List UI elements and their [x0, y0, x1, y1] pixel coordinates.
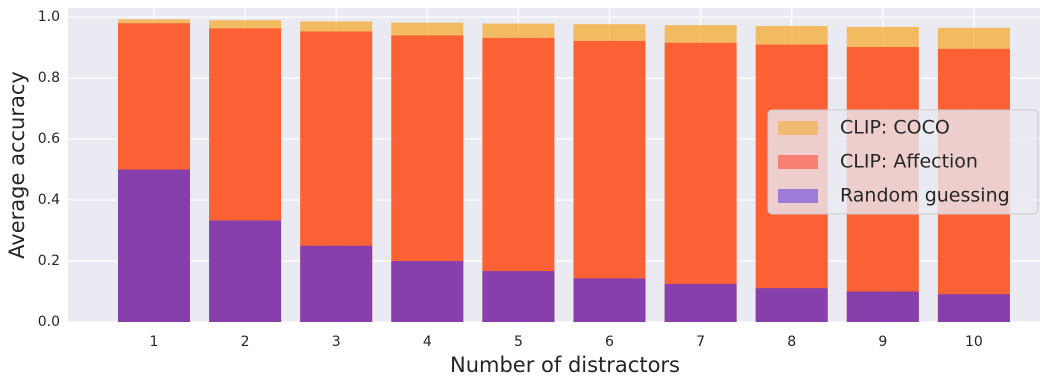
y-tick-label: 0.2 [38, 253, 60, 269]
bar [937, 294, 1010, 322]
x-tick-label: 2 [241, 334, 250, 350]
y-tick-label: 1.0 [38, 9, 60, 25]
legend-box [767, 109, 1039, 215]
y-tick-label: 0.8 [38, 70, 60, 86]
bar [573, 40, 646, 323]
x-axis-label: Number of distractors [450, 353, 680, 377]
bar [482, 271, 555, 322]
y-tick-label: 0.4 [38, 192, 60, 208]
x-tick-label: 4 [423, 334, 432, 350]
legend-swatch [778, 121, 818, 135]
bar [664, 283, 737, 322]
bar [209, 220, 282, 322]
x-tick-label: 5 [514, 334, 523, 350]
y-tick-label: 0.6 [38, 131, 60, 147]
x-tick-label: 8 [787, 334, 796, 350]
legend-label: CLIP: Affection [840, 151, 978, 173]
bar [755, 288, 828, 322]
bar [391, 261, 464, 322]
x-tick-label: 1 [150, 334, 159, 350]
y-tick-label: 0.0 [38, 314, 60, 330]
bar [573, 278, 646, 322]
x-tick-label: 3 [332, 334, 341, 350]
x-tick-label: 10 [965, 334, 983, 350]
bar [846, 291, 919, 322]
x-tick-label: 9 [878, 334, 887, 350]
legend-swatch [778, 155, 818, 169]
x-tick-label: 6 [605, 334, 614, 350]
legend-label: CLIP: COCO [840, 117, 950, 139]
bar [300, 245, 373, 322]
y-axis-label: Average accuracy [5, 71, 29, 259]
bar [664, 42, 737, 323]
legend-swatch [778, 189, 818, 203]
bar [118, 169, 190, 322]
x-tick-label: 7 [696, 334, 705, 350]
legend-label: Random guessing [840, 185, 1010, 207]
